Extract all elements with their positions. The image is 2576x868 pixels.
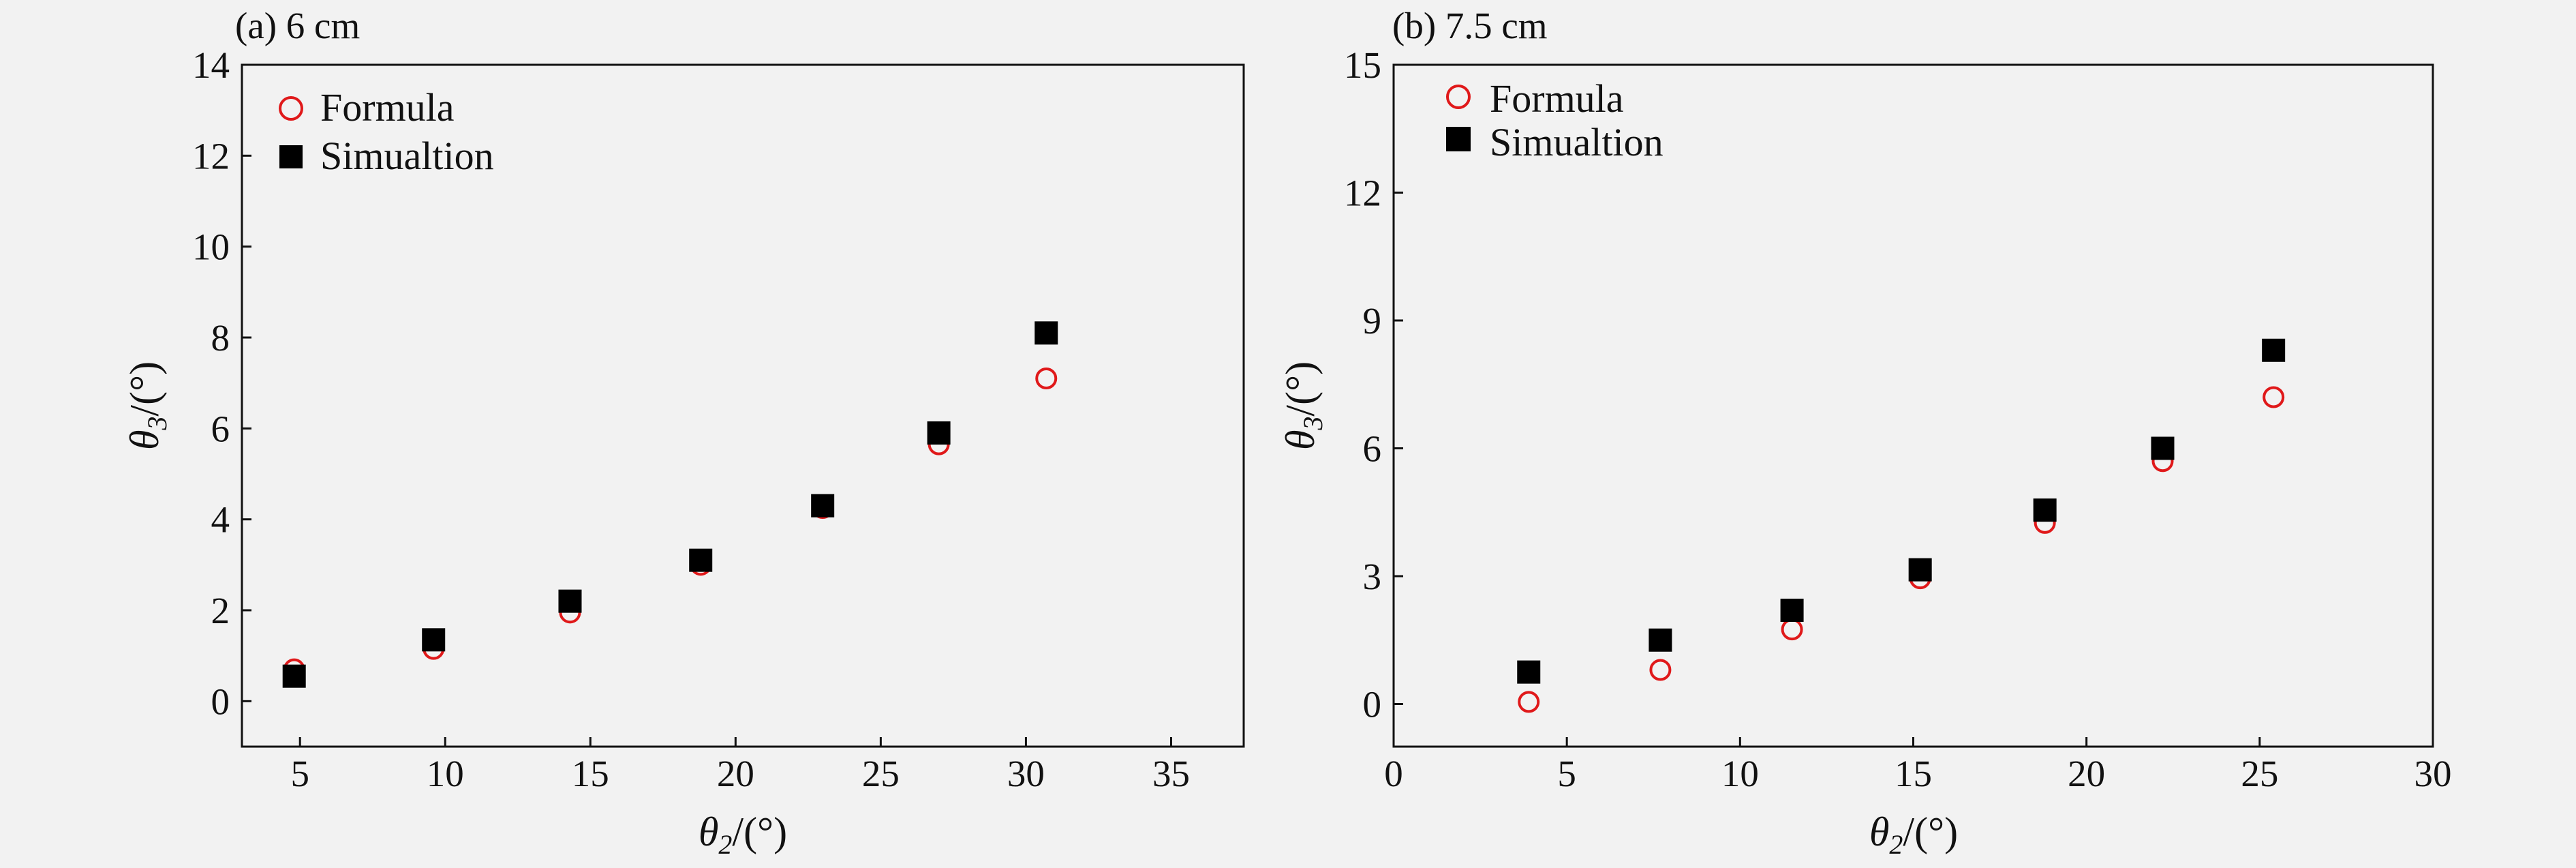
- chart-b-title: (b) 7.5 cm: [1392, 5, 1548, 46]
- x-tick-label: 30: [1007, 753, 1045, 794]
- chart-panel-a: (a) 6 cm 5 10 15 20 25 30 35 0 2 4 6 8 10 12 14 θ2/(°)…: [122, 5, 1245, 860]
- chart-a-legend-formula-marker: [279, 96, 303, 121]
- chart-a-legend: Formula Simualtion: [279, 85, 494, 178]
- x-tick-label: 25: [2241, 753, 2278, 794]
- y-tick-label: 15: [1344, 44, 1381, 86]
- y-tick-label: 2: [211, 590, 230, 631]
- data-point-simualtion: [1780, 599, 1804, 622]
- chart-a-legend-simulation-label: Simualtion: [320, 134, 494, 178]
- x-tick-label: 5: [290, 753, 309, 794]
- y-tick-label: 6: [211, 408, 230, 449]
- data-point-simualtion: [282, 664, 306, 688]
- y-tick-label: 9: [1363, 300, 1382, 342]
- y-tick-label: 0: [1363, 684, 1382, 725]
- data-point-simualtion: [1649, 628, 1672, 652]
- chart-a-series: [282, 321, 1058, 688]
- y-tick-label: 14: [192, 44, 230, 86]
- x-tick-label: 25: [862, 753, 900, 794]
- y-tick-label: 12: [192, 135, 230, 177]
- y-tick-label: 8: [211, 317, 230, 359]
- data-point-simualtion: [1517, 660, 1541, 684]
- chart-a-legend-simulation-marker: [279, 145, 303, 168]
- data-point-simualtion: [422, 628, 446, 652]
- data-point-formula: [1035, 368, 1058, 389]
- data-point-simualtion: [2151, 436, 2175, 460]
- data-point-formula: [2263, 386, 2285, 408]
- x-tick-label: 35: [1152, 753, 1190, 794]
- x-tick-label: 15: [1895, 753, 1932, 794]
- data-point-formula: [1518, 691, 1540, 713]
- chart-b-y-axis-label: θ3/(°): [1278, 361, 1328, 450]
- data-point-formula: [1649, 659, 1672, 681]
- y-tick-label: 6: [1363, 428, 1382, 470]
- y-tick-label: 3: [1363, 556, 1382, 597]
- x-tick-label: 10: [1721, 753, 1759, 794]
- chart-panel-b: (b) 7.5 cm 0 5 10 15 20 25 30 0 3 6 9 12 15 θ2/(°) θ…: [1278, 5, 2452, 860]
- x-tick-label: 0: [1384, 753, 1403, 794]
- chart-a-axes: 5 10 15 20 25 30 35 0 2 4 6 8 10 12 14: [192, 44, 1190, 794]
- y-tick-label: 10: [192, 226, 230, 268]
- chart-a-title: (a) 6 cm: [235, 5, 360, 46]
- x-tick-label: 15: [572, 753, 609, 794]
- chart-a-x-axis-label: θ2/(°): [699, 809, 787, 860]
- data-point-simualtion: [2033, 498, 2057, 522]
- data-point-simualtion: [689, 548, 713, 572]
- y-tick-label: 0: [211, 680, 230, 722]
- chart-b-legend-formula-marker: [1446, 85, 1471, 109]
- x-tick-label: 5: [1557, 753, 1576, 794]
- chart-b-series: [1517, 338, 2286, 713]
- data-point-simualtion: [1908, 558, 1932, 582]
- y-tick-label: 12: [1344, 173, 1381, 214]
- chart-a-legend-formula-label: Formula: [320, 85, 455, 130]
- y-tick-label: 4: [211, 499, 230, 541]
- data-point-simualtion: [811, 494, 835, 518]
- chart-b-legend-simulation-marker: [1446, 127, 1471, 151]
- chart-b-axes: 0 5 10 15 20 25 30 0 3 6 9 12 15: [1344, 44, 2452, 794]
- chart-b-legend-simulation-label: Simualtion: [1490, 120, 1663, 164]
- x-tick-label: 30: [2414, 753, 2452, 794]
- x-tick-label: 10: [427, 753, 464, 794]
- chart-a-plot-frame: [241, 63, 1245, 748]
- data-point-simualtion: [1034, 321, 1058, 345]
- chart-b-legend: Formula Simualtion: [1446, 76, 1663, 164]
- chart-b-legend-formula-label: Formula: [1490, 76, 1624, 121]
- x-tick-label: 20: [2068, 753, 2105, 794]
- data-point-simualtion: [558, 589, 582, 613]
- chart-b-x-axis-label: θ2/(°): [1869, 809, 1958, 860]
- data-point-simualtion: [927, 421, 951, 445]
- x-tick-label: 20: [717, 753, 754, 794]
- chart-a-y-axis-label: θ3/(°): [122, 361, 172, 450]
- data-point-simualtion: [2262, 338, 2286, 362]
